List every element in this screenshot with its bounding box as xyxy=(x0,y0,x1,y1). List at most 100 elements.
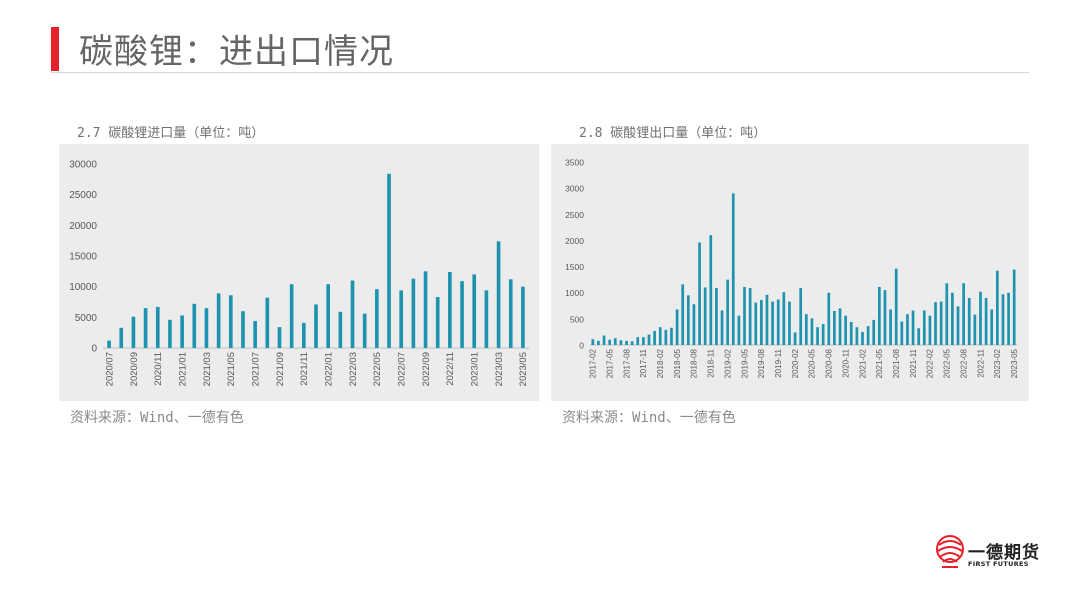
export-bar xyxy=(619,340,623,345)
export-bar xyxy=(664,329,668,345)
export-bar xyxy=(1007,292,1010,345)
export-xtick-label: 2019-08 xyxy=(757,348,766,378)
export-xtick-label: 2020-05 xyxy=(808,348,817,378)
import-bar xyxy=(180,315,184,348)
export-bar xyxy=(675,309,679,345)
export-xtick-label: 2022-05 xyxy=(943,348,952,378)
globe-logo-icon xyxy=(936,535,964,568)
export-bar xyxy=(883,290,887,345)
export-bar xyxy=(911,310,915,345)
import-xtick-label: 2022/07 xyxy=(397,352,408,386)
import-ytick-label: 10000 xyxy=(69,282,97,293)
export-chart: 0 500 1000 1500 2000 2500 3000 3500 2017-02 2017-… xyxy=(565,158,1019,379)
export-bar xyxy=(686,295,690,345)
export-bar xyxy=(889,309,892,345)
import-bar xyxy=(289,284,294,348)
import-ytick-label: 0 xyxy=(91,344,97,355)
export-bar xyxy=(658,327,662,345)
export-bar xyxy=(967,297,971,345)
export-bar xyxy=(1012,269,1016,345)
import-xtick-label: 2021/05 xyxy=(226,352,237,386)
export-bar xyxy=(878,286,881,345)
import-bar xyxy=(362,313,367,348)
import-bar xyxy=(216,293,221,348)
import-bar xyxy=(484,290,489,348)
import-bar xyxy=(265,297,270,348)
company-logo: 一德期货 FIRST FUTURES xyxy=(934,533,1044,579)
export-bar xyxy=(698,242,701,345)
export-bar xyxy=(636,337,640,345)
export-bar xyxy=(613,338,617,345)
export-ytick-label: 3000 xyxy=(565,184,584,194)
export-xtick-label: 2021-08 xyxy=(892,348,901,378)
export-xtick-label: 2023-05 xyxy=(1010,348,1019,378)
import-bar xyxy=(375,289,379,348)
export-bar xyxy=(844,315,847,345)
export-xtick-label: 2019-02 xyxy=(723,348,732,378)
import-bar xyxy=(241,311,245,348)
export-bar xyxy=(692,304,696,345)
import-bar xyxy=(448,271,452,348)
export-bar xyxy=(894,268,898,345)
export-xtick-label: 2018-08 xyxy=(690,348,699,378)
import-bar xyxy=(204,308,209,348)
import-bar xyxy=(326,284,330,348)
export-bar xyxy=(765,294,769,345)
export-bar xyxy=(973,314,977,345)
import-xtick-label: 2020/09 xyxy=(129,352,140,386)
logo-subtitle: FIRST FUTURES xyxy=(968,560,1029,568)
export-bar xyxy=(928,315,932,345)
export-ytick-label: 2000 xyxy=(565,236,584,246)
import-source-note: 资料来源：Wind、一德有色 xyxy=(70,410,244,426)
export-bar xyxy=(990,309,994,345)
export-bar xyxy=(804,314,808,345)
export-ytick-label: 1500 xyxy=(565,262,584,272)
title-divider xyxy=(51,72,1029,73)
import-bar xyxy=(168,319,172,348)
export-bar xyxy=(726,279,729,345)
export-xtick-label: 2022-08 xyxy=(959,348,968,378)
import-xtick-label: 2023/01 xyxy=(470,352,481,386)
export-ytick-label: 3500 xyxy=(565,158,584,168)
export-bar xyxy=(984,297,988,345)
export-bar xyxy=(709,235,713,345)
export-bar xyxy=(630,341,634,345)
import-chart: 0 5000 10000 15000 20000 25000 30000 2020/07 202… xyxy=(69,160,529,387)
export-bar xyxy=(793,332,797,345)
import-bar xyxy=(508,279,513,348)
export-bar xyxy=(917,328,921,345)
export-xtick-label: 2017-05 xyxy=(605,348,614,378)
export-bar xyxy=(748,288,752,345)
export-chart-panel: 0 500 1000 1500 2000 2500 3000 3500 2017-02 2017-… xyxy=(551,144,1029,401)
export-bar xyxy=(866,326,870,345)
export-bar xyxy=(681,284,685,345)
logo-name: 一德期货 xyxy=(968,543,1040,563)
export-bar xyxy=(703,287,707,345)
import-ytick-label: 5000 xyxy=(75,313,98,324)
import-bar xyxy=(119,327,124,348)
export-bar xyxy=(833,311,836,345)
export-bar xyxy=(591,339,595,345)
import-bar xyxy=(423,271,428,348)
export-bar xyxy=(737,315,741,345)
export-bar xyxy=(810,318,814,345)
import-xtick-label: 2022/01 xyxy=(324,352,335,386)
export-xtick-label: 2020-11 xyxy=(841,348,850,377)
export-bar xyxy=(743,286,746,345)
export-bar xyxy=(995,270,999,345)
export-bar xyxy=(962,283,965,345)
import-xtick-label: 2021/01 xyxy=(177,352,188,386)
import-bar xyxy=(460,281,464,348)
export-xtick-label: 2021-02 xyxy=(858,348,867,378)
export-bar xyxy=(653,330,656,345)
export-bar xyxy=(934,302,937,345)
import-bar xyxy=(228,295,233,348)
export-chart-caption: 2.8 碳酸锂出口量（单位：吨） xyxy=(579,126,767,141)
export-xtick-label: 2022-02 xyxy=(926,348,935,378)
import-bar xyxy=(472,274,477,348)
export-xtick-label: 2023-02 xyxy=(993,348,1002,378)
export-bar xyxy=(608,339,612,345)
import-bar xyxy=(192,303,197,348)
export-bar xyxy=(788,301,791,345)
export-bar xyxy=(900,321,904,345)
